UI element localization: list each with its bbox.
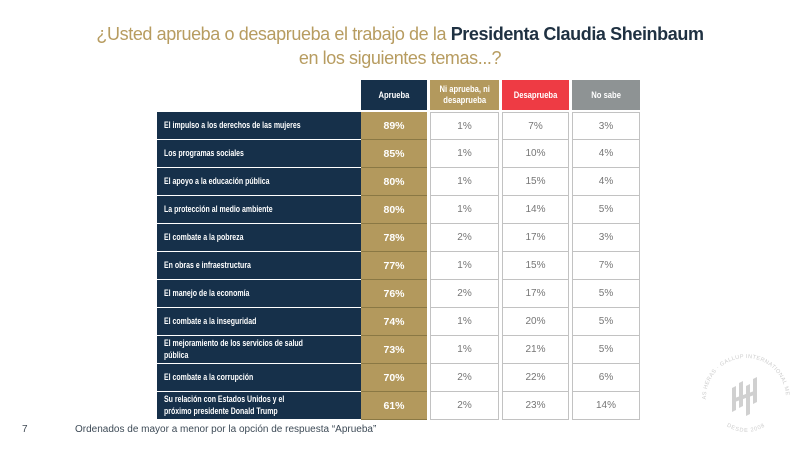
- aprueba-value-cell: 61%: [361, 392, 427, 420]
- title-line1-regular: ¿Usted aprueba o desaprueba el trabajo d…: [96, 24, 451, 44]
- value-cell: 3%: [572, 224, 640, 252]
- aprueba-value-cell: 76%: [361, 280, 427, 308]
- value-cell: 7%: [502, 112, 569, 140]
- row-topic-cell: Los programas sociales: [157, 140, 361, 168]
- row-topic-cell: El mejoramiento de los servicios de salu…: [157, 336, 361, 364]
- value-cell: 5%: [572, 336, 640, 364]
- row-topic-cell: En obras e infraestructura: [157, 252, 361, 280]
- table-body: El impulso a los derechos de las mujeres…: [157, 112, 640, 420]
- value-cell: 10%: [502, 140, 569, 168]
- row-topic-cell: El impulso a los derechos de las mujeres: [157, 112, 361, 140]
- value-cell: 23%: [502, 392, 569, 420]
- row-topic-cell: El combate a la pobreza: [157, 224, 361, 252]
- row-topic-cell: El manejo de la economía: [157, 280, 361, 308]
- value-cell: 5%: [572, 308, 640, 336]
- svg-text:DESDE 2008: DESDE 2008: [726, 423, 767, 434]
- row-topic-cell: La protección al medio ambiente: [157, 196, 361, 224]
- value-cell: 1%: [430, 196, 499, 224]
- value-cell: 14%: [572, 392, 640, 420]
- aprueba-value-cell: 78%: [361, 224, 427, 252]
- value-cell: 2%: [430, 392, 499, 420]
- value-cell: 3%: [572, 112, 640, 140]
- value-cell: 1%: [430, 336, 499, 364]
- aprueba-value-cell: 77%: [361, 252, 427, 280]
- value-cell: 17%: [502, 224, 569, 252]
- row-topic-cell: Su relación con Estados Unidos y el próx…: [157, 392, 361, 420]
- value-cell: 2%: [430, 224, 499, 252]
- value-cell: 17%: [502, 280, 569, 308]
- column-header-no-sabe: No sabe: [572, 80, 640, 110]
- value-cell: 1%: [430, 140, 499, 168]
- page-number: 7: [22, 424, 28, 435]
- title-line2: en los siguientes temas...?: [298, 48, 502, 69]
- footer-note: Ordenados de mayor a menor por la opción…: [75, 424, 377, 435]
- value-cell: 5%: [572, 280, 640, 308]
- aprueba-value-cell: 70%: [361, 364, 427, 392]
- aprueba-value-cell: 80%: [361, 196, 427, 224]
- aprueba-value-cell: 89%: [361, 112, 427, 140]
- value-cell: 2%: [430, 280, 499, 308]
- value-cell: 4%: [572, 140, 640, 168]
- value-cell: 1%: [430, 168, 499, 196]
- header-spacer: [157, 80, 361, 110]
- aprueba-value-cell: 85%: [361, 140, 427, 168]
- value-cell: 2%: [430, 364, 499, 392]
- approval-table: Aprueba Ni aprueba, ni desaprueba Desapr…: [157, 80, 640, 420]
- value-cell: 20%: [502, 308, 569, 336]
- aprueba-value-cell: 80%: [361, 168, 427, 196]
- title-line1-bold: Presidenta Claudia Sheinbaum: [450, 24, 704, 44]
- value-cell: 1%: [430, 308, 499, 336]
- value-cell: 6%: [572, 364, 640, 392]
- value-cell: 15%: [502, 168, 569, 196]
- value-cell: 15%: [502, 252, 569, 280]
- aprueba-value-cell: 74%: [361, 308, 427, 336]
- value-cell: 1%: [430, 112, 499, 140]
- column-header-ni-aprueba-ni-desaprueba: Ni aprueba, ni desaprueba: [430, 80, 499, 110]
- column-header-desaprueba: Desaprueba: [502, 80, 569, 110]
- row-topic-cell: El combate a la corrupción: [157, 364, 361, 392]
- column-header-aprueba: Aprueba: [361, 80, 427, 110]
- value-cell: 7%: [572, 252, 640, 280]
- monogram-icon: [732, 377, 757, 416]
- row-topic-cell: El combate a la inseguridad: [157, 308, 361, 336]
- page-title: ¿Usted aprueba o desaprueba el trabajo d…: [0, 22, 800, 71]
- value-cell: 1%: [430, 252, 499, 280]
- table-header-row: Aprueba Ni aprueba, ni desaprueba Desapr…: [157, 80, 640, 110]
- delasheras-gallup-watermark-logo: · DE LAS HERAS · GALLUP INTERNATIONAL ME…: [698, 350, 790, 434]
- value-cell: 21%: [502, 336, 569, 364]
- value-cell: 5%: [572, 196, 640, 224]
- value-cell: 14%: [502, 196, 569, 224]
- value-cell: 22%: [502, 364, 569, 392]
- value-cell: 4%: [572, 168, 640, 196]
- row-topic-cell: El apoyo a la educación pública: [157, 168, 361, 196]
- aprueba-value-cell: 73%: [361, 336, 427, 364]
- svg-text:· DE LAS HERAS · GALLUP INTERN: · DE LAS HERAS · GALLUP INTERNATIONAL ME…: [698, 350, 790, 400]
